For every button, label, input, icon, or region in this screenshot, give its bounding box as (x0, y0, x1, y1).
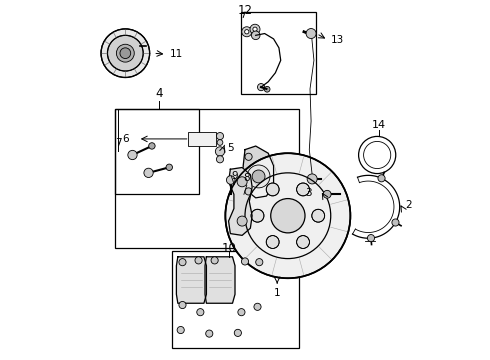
Circle shape (197, 309, 204, 316)
Text: 10: 10 (221, 242, 236, 255)
Circle shape (217, 156, 223, 163)
Circle shape (128, 150, 137, 159)
Circle shape (217, 132, 223, 140)
Circle shape (254, 303, 261, 310)
Circle shape (378, 175, 385, 182)
Bar (172, 251, 298, 348)
Circle shape (144, 168, 153, 177)
Circle shape (226, 176, 235, 184)
Circle shape (392, 219, 399, 226)
Polygon shape (243, 146, 273, 198)
Circle shape (368, 234, 374, 242)
Bar (242, 12, 317, 94)
Circle shape (250, 24, 260, 34)
Circle shape (166, 164, 172, 171)
Circle shape (251, 31, 260, 40)
Text: 2: 2 (405, 200, 412, 210)
Circle shape (120, 48, 131, 59)
Text: 1: 1 (274, 288, 280, 298)
Circle shape (264, 86, 270, 92)
Polygon shape (205, 257, 235, 303)
Text: 6: 6 (122, 134, 129, 144)
Circle shape (101, 29, 149, 77)
Bar (188, 132, 217, 146)
Text: 8: 8 (244, 173, 250, 183)
Circle shape (252, 170, 265, 183)
Circle shape (266, 183, 279, 196)
Circle shape (238, 309, 245, 316)
Circle shape (245, 153, 252, 160)
Text: 3: 3 (305, 188, 312, 198)
Text: 13: 13 (331, 35, 344, 45)
Circle shape (107, 35, 143, 71)
Text: 5: 5 (227, 143, 234, 153)
Circle shape (217, 140, 223, 145)
Circle shape (270, 199, 305, 233)
Circle shape (245, 188, 252, 195)
Circle shape (206, 330, 213, 337)
Circle shape (242, 258, 248, 265)
Circle shape (256, 258, 263, 266)
Circle shape (312, 209, 325, 222)
Text: 14: 14 (372, 120, 386, 130)
Polygon shape (176, 257, 206, 303)
Circle shape (253, 27, 257, 31)
Circle shape (225, 153, 350, 278)
Circle shape (307, 174, 317, 184)
Bar (115, 109, 298, 248)
Circle shape (117, 44, 134, 62)
Text: 4: 4 (155, 87, 163, 100)
Text: 12: 12 (238, 4, 252, 17)
Circle shape (237, 177, 247, 187)
Circle shape (296, 183, 310, 196)
Text: 11: 11 (170, 49, 183, 59)
Circle shape (148, 143, 155, 149)
Text: 9: 9 (231, 171, 238, 181)
Circle shape (296, 235, 310, 248)
Circle shape (251, 209, 264, 222)
Polygon shape (228, 167, 252, 235)
Circle shape (211, 257, 218, 264)
Circle shape (323, 190, 331, 198)
Circle shape (234, 329, 242, 337)
Circle shape (237, 216, 247, 226)
Circle shape (258, 84, 265, 91)
Circle shape (195, 257, 202, 264)
Text: 7: 7 (115, 138, 122, 148)
Circle shape (179, 301, 186, 309)
Circle shape (177, 327, 184, 334)
Circle shape (245, 30, 249, 34)
Circle shape (242, 27, 252, 37)
Circle shape (306, 28, 316, 39)
Circle shape (247, 165, 270, 188)
Bar (115, 109, 198, 194)
Circle shape (179, 258, 186, 266)
Circle shape (266, 235, 279, 248)
Circle shape (215, 147, 224, 156)
